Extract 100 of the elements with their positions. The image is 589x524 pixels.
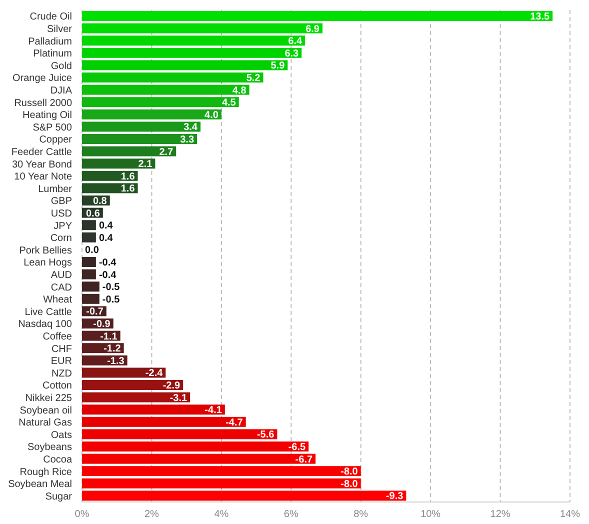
y-tick-label: Soybean oil (20, 405, 72, 416)
y-tick-label: Live Cattle (24, 306, 72, 318)
y-tick-label: CAD (50, 282, 72, 294)
bar (82, 454, 316, 464)
x-tick-label: 0% (74, 509, 90, 520)
x-tick-label: 6% (284, 509, 298, 520)
data-label: 0.0 (85, 245, 100, 256)
data-label: -1.2 (104, 344, 122, 355)
data-label: 0.6 (86, 208, 100, 220)
bar (82, 442, 309, 452)
data-label: 1.6 (120, 171, 136, 182)
bar (82, 146, 176, 156)
x-tick-label: 10% (420, 509, 441, 520)
y-tick-label: Pork Bellies (19, 245, 72, 256)
bar (82, 48, 302, 58)
data-label: -4.1 (204, 405, 222, 416)
bar (82, 72, 264, 82)
data-label: -1.3 (107, 356, 125, 367)
bar (82, 282, 100, 292)
x-tick-label: 2% (144, 509, 160, 520)
data-label: 2.1 (138, 159, 153, 170)
x-tick-label: 4% (214, 509, 229, 520)
data-label: 1.6 (120, 184, 136, 195)
x-tick-label: 14% (560, 509, 580, 520)
bar (82, 183, 138, 194)
bar (82, 97, 239, 108)
bar (82, 416, 246, 427)
data-label: -9.3 (386, 491, 404, 502)
y-tick-label: NZD (51, 368, 72, 380)
data-label: -0.7 (86, 306, 104, 318)
y-tick-label: Corn (50, 233, 72, 244)
bar (82, 294, 100, 304)
bar (82, 269, 96, 280)
y-tick-label: JPY (54, 220, 72, 232)
y-tick-label: Silver (46, 24, 73, 35)
data-label: 3.4 (184, 122, 198, 134)
y-tick-label: 10 Year Note (14, 172, 72, 183)
data-label: 6.4 (288, 36, 303, 48)
bar (82, 122, 201, 132)
data-label: 0.4 (98, 220, 114, 232)
y-tick-label: Heating Oil (22, 110, 72, 122)
y-tick-label: GBP (50, 196, 72, 208)
y-tick-label: USD (50, 208, 72, 220)
bar (82, 404, 225, 415)
bar (82, 11, 553, 21)
data-label: 2.7 (159, 146, 174, 158)
bar (82, 134, 198, 144)
bar (82, 158, 156, 169)
y-tick-label: Gold (50, 60, 72, 72)
data-label: 4.0 (204, 110, 219, 121)
data-label: 5.2 (246, 73, 261, 84)
x-tick-label: 12% (490, 509, 510, 520)
y-tick-label: Nikkei 225 (25, 392, 72, 404)
data-label: -1.1 (100, 331, 118, 342)
bar (82, 170, 138, 181)
data-label: -0.9 (93, 319, 111, 330)
y-tick-label: Platinum (33, 48, 72, 60)
bar (82, 84, 250, 95)
data-label: -5.6 (256, 430, 275, 441)
y-tick-label: Orange Juice (12, 73, 72, 84)
data-label: 6.9 (306, 24, 320, 35)
y-tick-label: Natural Gas (18, 418, 72, 429)
y-tick-label: S&P 500 (32, 122, 72, 134)
data-label: -3.1 (170, 392, 188, 404)
bar (82, 478, 361, 488)
bar (82, 23, 323, 34)
bar (82, 466, 361, 476)
data-label: -0.4 (98, 270, 117, 281)
data-label: -0.5 (102, 282, 120, 294)
data-label: 3.3 (180, 134, 194, 146)
y-tick-label: Sugar (45, 491, 73, 502)
bar (82, 490, 406, 501)
data-label: 0.4 (98, 232, 114, 244)
y-tick-label: CHF (51, 344, 72, 355)
data-label: -6.5 (288, 442, 306, 453)
x-tick-label: 8% (354, 509, 368, 520)
data-label: 6.3 (284, 48, 300, 60)
bar (82, 257, 96, 267)
y-tick-label: Russell 2000 (14, 98, 72, 109)
data-label: 13.5 (530, 12, 550, 22)
bar (82, 60, 288, 70)
bar (82, 368, 166, 378)
data-label: 0.8 (92, 196, 108, 207)
bar (82, 392, 190, 402)
y-tick-label: Wheat (43, 294, 72, 306)
bar (82, 109, 222, 120)
y-tick-label: Coffee (42, 331, 72, 342)
data-label: -8.0 (340, 478, 358, 490)
bar (82, 220, 96, 230)
bar (82, 36, 306, 46)
y-tick-label: Soybean Meal (8, 479, 72, 490)
data-label: -0.4 (98, 258, 117, 268)
y-tick-label: Copper (39, 134, 73, 146)
data-label: 4.8 (232, 85, 247, 96)
y-tick-label: EUR (50, 356, 72, 368)
data-label: -0.5 (102, 294, 120, 306)
y-tick-label: AUD (50, 270, 72, 281)
y-tick-label: Feeder Cattle (11, 146, 72, 158)
y-tick-label: Cocoa (43, 454, 72, 466)
bar (82, 429, 278, 440)
